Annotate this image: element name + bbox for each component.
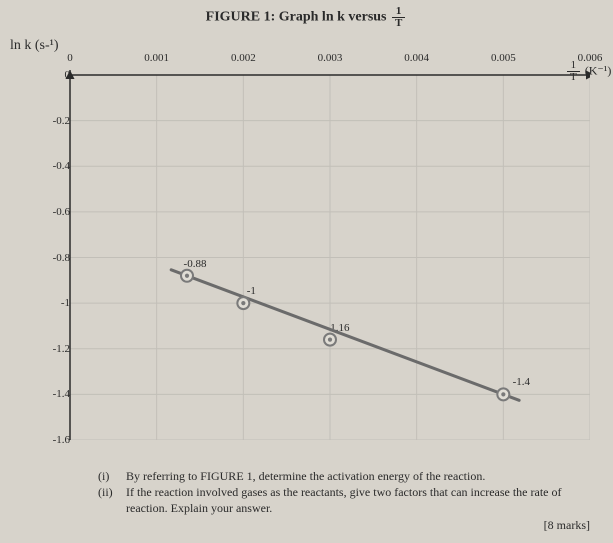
y-tick-label: -1.4	[40, 388, 70, 400]
y-tick-label: -1	[40, 297, 70, 309]
x-tick-label: 0.005	[491, 52, 516, 64]
chart-svg	[40, 70, 590, 440]
x-tick-label: 0.001	[144, 52, 169, 64]
figure-title-text: FIGURE 1: Graph ln k versus	[206, 10, 387, 25]
question-number: (i)	[98, 468, 126, 484]
y-tick-label: -1.6	[40, 434, 70, 446]
title-fraction: 1 T	[392, 6, 405, 29]
question-number: (ii)	[98, 484, 126, 516]
y-tick-label: -0.2	[40, 115, 70, 127]
marks-label: [8 marks]	[0, 518, 590, 533]
y-tick-label: -0.8	[40, 252, 70, 264]
title-fraction-den: T	[392, 18, 405, 29]
figure-title: FIGURE 1: Graph ln k versus 1 T	[0, 6, 613, 29]
x-tick-label: 0.004	[404, 52, 429, 64]
x-tick-label: 0.006	[578, 52, 603, 64]
question-row: (ii)If the reaction involved gases as th…	[98, 484, 578, 516]
x-tick-label: 0.003	[318, 52, 343, 64]
question-text: By referring to FIGURE 1, determine the …	[126, 468, 578, 484]
question-row: (i)By referring to FIGURE 1, determine t…	[98, 468, 578, 484]
y-tick-label: -1.2	[40, 343, 70, 355]
y-axis-label: ln k (s-¹)	[10, 38, 59, 54]
y-tick-label: -0.4	[40, 160, 70, 172]
question-text: If the reaction involved gases as the re…	[126, 484, 578, 516]
arrhenius-chart: -0.88-1-1.16-1.40-0.2-0.4-0.6-0.8-1-1.2-…	[40, 70, 590, 440]
y-tick-label: -0.6	[40, 206, 70, 218]
x-tick-label: 0.002	[231, 52, 256, 64]
x-tick-label: 0	[67, 52, 73, 64]
trend-line	[171, 270, 519, 400]
y-tick-label: 0	[40, 69, 70, 81]
question-block: (i)By referring to FIGURE 1, determine t…	[98, 468, 578, 517]
